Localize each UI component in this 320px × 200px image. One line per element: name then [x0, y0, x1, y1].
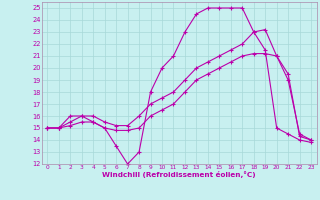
- X-axis label: Windchill (Refroidissement éolien,°C): Windchill (Refroidissement éolien,°C): [102, 171, 256, 178]
